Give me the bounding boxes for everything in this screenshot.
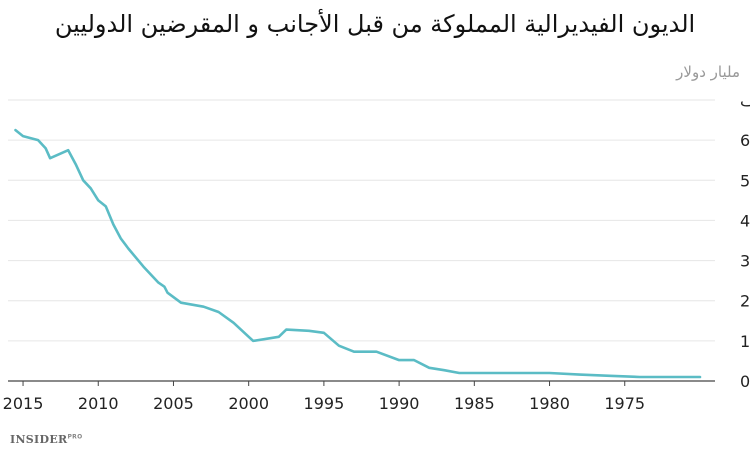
y-tick-label: 4 (740, 211, 750, 230)
chart-title: الديون الفيديرالية المملوكة من قبل الأجا… (54, 10, 696, 38)
y-tick-label: 1 (740, 332, 750, 351)
insider-pro-logo: INSIDERPRO (10, 433, 83, 446)
series-line (14, 128, 702, 379)
y-tick-label: 2 (740, 292, 750, 311)
logo-text: INSIDER (10, 433, 68, 446)
y-tick-label: 5 (740, 171, 750, 190)
y-tick-label: 6 (740, 131, 750, 150)
y-tick-label: 0 (740, 372, 750, 391)
y-tick-label: 3 (740, 252, 750, 271)
x-tick-label: 2005 (153, 394, 194, 413)
y-tick-label: 7 آلاف (740, 91, 750, 110)
x-tick-label: 2010 (78, 394, 119, 413)
x-tick-label: 2000 (228, 394, 269, 413)
x-tick-label: 1975 (604, 394, 645, 413)
x-tick-label: 1990 (379, 394, 420, 413)
y-axis-unit-label: مليار دولار (676, 63, 740, 81)
x-tick-label: 2015 (3, 394, 44, 413)
x-tick-label: 1995 (304, 394, 345, 413)
x-tick-label: 1980 (529, 394, 570, 413)
logo-sup: PRO (67, 433, 83, 441)
x-tick-label: 1985 (454, 394, 495, 413)
